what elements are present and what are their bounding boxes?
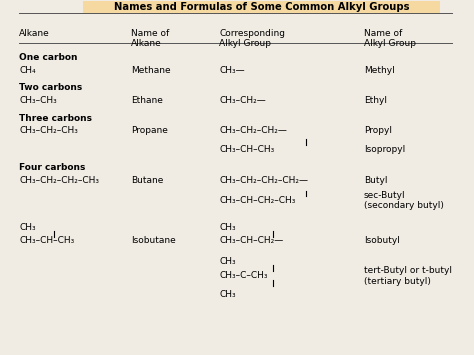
Text: Methane: Methane: [131, 66, 171, 75]
Text: Propane: Propane: [131, 126, 168, 135]
Text: Propyl: Propyl: [364, 126, 392, 135]
Text: CH₃–CH₂—: CH₃–CH₂—: [219, 96, 266, 105]
Text: Isopropyl: Isopropyl: [364, 145, 405, 154]
Text: CH₃–CH₂–CH₂–CH₃: CH₃–CH₂–CH₂–CH₃: [19, 176, 100, 185]
Text: Alkane: Alkane: [19, 29, 50, 38]
Text: Corresponding
Alkyl Group: Corresponding Alkyl Group: [219, 29, 285, 48]
Text: Name of
Alkyl Group: Name of Alkyl Group: [364, 29, 416, 48]
Text: Ethane: Ethane: [131, 96, 163, 105]
Text: CH₃–CH₃: CH₃–CH₃: [19, 96, 57, 105]
Text: CH₃—: CH₃—: [219, 66, 245, 75]
Text: CH₃–CH₂–CH₂–CH₂—: CH₃–CH₂–CH₂–CH₂—: [219, 176, 309, 185]
Text: CH₃: CH₃: [219, 290, 236, 299]
Text: Four carbons: Four carbons: [19, 163, 86, 172]
Text: Two carbons: Two carbons: [19, 83, 82, 92]
Text: Butane: Butane: [131, 176, 164, 185]
Text: CH₃–CH–CH₃: CH₃–CH–CH₃: [219, 145, 275, 154]
Text: sec-Butyl
(secondary butyl): sec-Butyl (secondary butyl): [364, 191, 444, 210]
Text: Isobutyl: Isobutyl: [364, 236, 400, 245]
Text: Isobutane: Isobutane: [131, 236, 176, 245]
Text: CH₃: CH₃: [19, 223, 36, 232]
Text: CH₃–CH–CH₃: CH₃–CH–CH₃: [19, 236, 74, 245]
Text: Name of
Alkane: Name of Alkane: [131, 29, 169, 48]
Text: Ethyl: Ethyl: [364, 96, 387, 105]
Text: CH₃–C–CH₃: CH₃–C–CH₃: [219, 271, 268, 280]
Text: CH₄: CH₄: [19, 66, 36, 75]
Text: tert-Butyl or t-butyl
(tertiary butyl): tert-Butyl or t-butyl (tertiary butyl): [364, 266, 452, 285]
Text: CH₃–CH₂–CH₃: CH₃–CH₂–CH₃: [19, 126, 78, 135]
Text: CH₃: CH₃: [219, 223, 236, 232]
Text: CH₃–CH–CH₂—: CH₃–CH–CH₂—: [219, 236, 284, 245]
Text: Butyl: Butyl: [364, 176, 387, 185]
Text: Three carbons: Three carbons: [19, 114, 92, 122]
Text: CH₃–CH–CH₂–CH₃: CH₃–CH–CH₂–CH₃: [219, 196, 296, 205]
Text: CH₃–CH₂–CH₂—: CH₃–CH₂–CH₂—: [219, 126, 287, 135]
FancyBboxPatch shape: [82, 1, 440, 13]
Text: Methyl: Methyl: [364, 66, 394, 75]
Text: Names and Formulas of Some Common Alkyl Groups: Names and Formulas of Some Common Alkyl …: [114, 2, 409, 12]
Text: CH₃: CH₃: [219, 257, 236, 266]
Text: One carbon: One carbon: [19, 53, 78, 62]
